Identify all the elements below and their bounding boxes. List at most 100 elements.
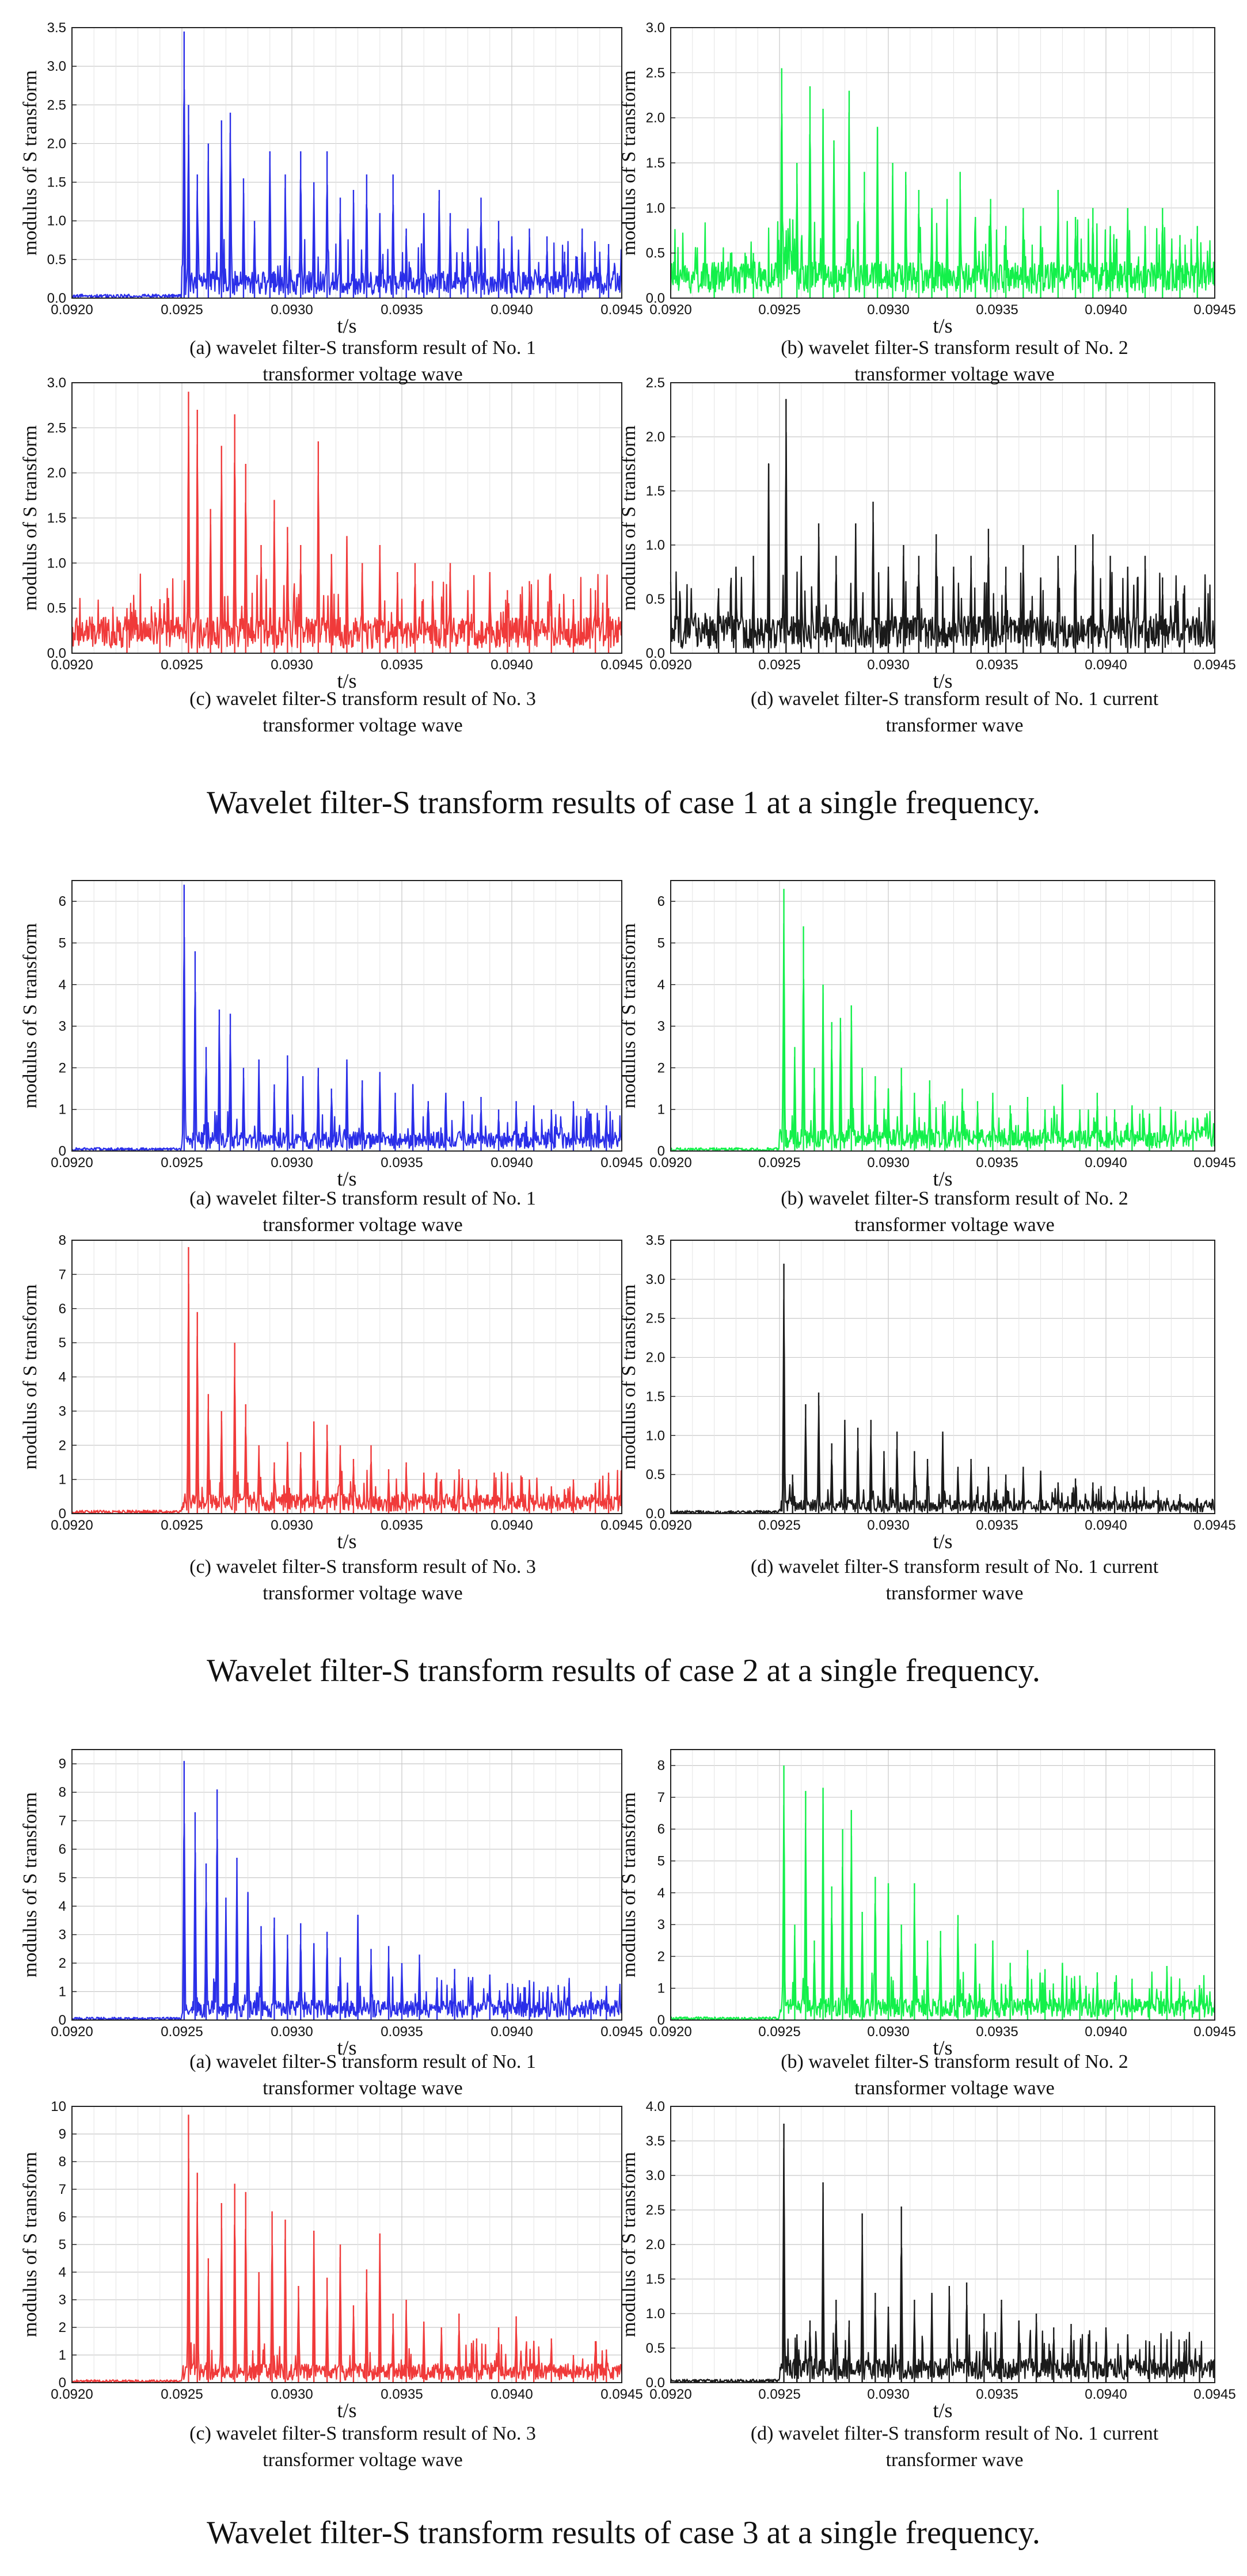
x-tick-label: 0.0940: [1085, 302, 1127, 318]
x-tick-label: 0.0945: [600, 657, 642, 673]
y-tick-label: 5: [59, 935, 66, 951]
y-tick-label: 2.0: [47, 136, 66, 151]
y-tick-label: 2.5: [47, 420, 66, 436]
x-tick-label: 0.0920: [649, 657, 691, 673]
x-tick-label: 0.0940: [491, 1155, 533, 1171]
caption-c3a: (a) wavelet filter-S transform result of…: [189, 2051, 536, 2099]
x-tick-label: 0.0940: [491, 2024, 533, 2040]
caption-c3d: (d) wavelet filter-S transform result of…: [750, 2423, 1159, 2471]
x-tick-label: 0.0920: [51, 2387, 93, 2402]
y-tick-label: 7: [59, 1267, 66, 1282]
chart-c3a: 0 1 2 3 4 5 6 7 8 9 0.0920 0.0925 0.0930 0.0935 0.0940…: [20, 1749, 643, 2059]
series-line-c1b: [670, 112, 1216, 294]
y-tick-label: 1.0: [47, 214, 66, 229]
y-tick-label: 2.0: [646, 2237, 665, 2253]
y-tick-label: 7: [59, 1813, 66, 1829]
caption-c2c: (c) wavelet filter-S transform result of…: [189, 1556, 536, 1604]
y-tick-label: 3.0: [47, 59, 66, 74]
series-line-c1a: [71, 89, 623, 299]
y-tick-label: 0.5: [646, 2341, 665, 2356]
x-tick-label: 0.0940: [1085, 2387, 1127, 2402]
y-tick-label: 6: [59, 2209, 66, 2225]
y-tick-label: 3: [657, 1917, 665, 1933]
y-axis-label: modulus of S transform: [20, 425, 41, 611]
y-tick-label: 4.0: [646, 2099, 665, 2114]
x-axis-label: t/s: [933, 314, 952, 337]
y-tick-label: 4: [59, 1899, 66, 1914]
chart-c2d: 0.0 0.5 1.0 1.5 2.0 2.5 3.0 3.5 0.0920 0.0925 0.09…: [618, 1233, 1236, 1553]
x-axis-label: t/s: [933, 1530, 952, 1553]
x-tick-label: 0.0920: [649, 2387, 691, 2402]
chart-c2b: 0 1 2 3 4 5 6 0.0920 0.0925 0.0930 0.0935 0.0940 0.0…: [618, 880, 1236, 1190]
x-axis-label: t/s: [337, 1167, 356, 1190]
x-tick-label: 0.0925: [161, 1518, 203, 1533]
x-axis-label: t/s: [337, 314, 356, 337]
x-tick-label: 0.0920: [51, 657, 93, 673]
x-tick-label: 0.0925: [758, 2024, 800, 2040]
y-tick-label: 0.0: [646, 2375, 665, 2391]
y-tick-label: 1.5: [646, 1389, 665, 1404]
y-tick-label: 3: [59, 1927, 66, 1943]
y-tick-label: 0.5: [646, 246, 665, 261]
chart-c3d: 0.0 0.5 1.0 1.5 2.0 2.5 3.0 3.5 4.0 0.0920 0.0925 0…: [618, 2099, 1236, 2422]
x-tick-label: 0.0935: [381, 2024, 423, 2040]
series-line-c3b: [670, 1803, 1216, 2021]
x-tick-label: 0.0935: [381, 1155, 423, 1171]
y-axis-label: modulus of S transform: [20, 2152, 41, 2337]
y-tick-label: 0.0: [646, 646, 665, 661]
y-tick-label: 8: [59, 2154, 66, 2170]
x-tick-label: 0.0920: [649, 1518, 691, 1533]
y-tick-label: 6: [657, 1822, 665, 1837]
y-tick-label: 3: [59, 2292, 66, 2308]
x-tick-label: 0.0930: [271, 1155, 313, 1171]
x-tick-label: 0.0925: [161, 657, 203, 673]
x-tick-label: 0.0925: [161, 302, 203, 318]
chart-c2c: 0 1 2 3 4 5 6 7 8 0.0920 0.0925 0.0930 0.0935 0.0940 0…: [20, 1233, 643, 1553]
series-line-c3d: [670, 2147, 1216, 2384]
x-axis-label: t/s: [933, 1167, 952, 1190]
y-tick-label: 3.0: [646, 2168, 665, 2183]
y-tick-label: 9: [59, 1756, 66, 1772]
y-tick-label: 3: [657, 1019, 665, 1034]
x-tick-label: 0.0935: [976, 302, 1018, 318]
y-tick-label: 1: [59, 1984, 66, 2000]
y-tick-label: 1.0: [646, 2306, 665, 2322]
y-tick-label: 2.5: [646, 2202, 665, 2218]
x-tick-label: 0.0945: [1193, 1155, 1235, 1171]
y-tick-label: 0.0: [47, 291, 66, 306]
y-tick-label: 0: [657, 2013, 665, 2028]
x-tick-label: 0.0935: [381, 657, 423, 673]
y-tick-label: 10: [51, 2099, 66, 2114]
x-tick-label: 0.0925: [758, 657, 800, 673]
x-tick-label: 0.0940: [1085, 1518, 1127, 1533]
y-tick-label: 2.0: [646, 429, 665, 445]
x-axis-label: t/s: [933, 669, 952, 692]
x-tick-label: 0.0935: [381, 2387, 423, 2402]
y-tick-label: 1: [59, 1472, 66, 1488]
y-tick-label: 3: [59, 1019, 66, 1034]
x-tick-label: 0.0935: [976, 2387, 1018, 2402]
x-axis-label: t/s: [337, 669, 356, 692]
y-tick-label: 4: [59, 2265, 66, 2280]
x-tick-label: 0.0945: [1193, 302, 1235, 318]
y-tick-label: 1.0: [646, 1428, 665, 1443]
case-caption-2: Wavelet filter-S transform results of ca…: [207, 1653, 1040, 1689]
chart-c1a: 0.0 0.5 1.0 1.5 2.0 2.5 3.0 3.5 0.0920 0.0925 0.09…: [20, 20, 643, 337]
series-line-c1d: [670, 432, 1216, 649]
y-tick-label: 0: [59, 2375, 66, 2391]
y-tick-label: 3.0: [47, 375, 66, 391]
x-tick-label: 0.0925: [758, 1155, 800, 1171]
x-tick-label: 0.0920: [51, 2024, 93, 2040]
y-tick-label: 5: [59, 1335, 66, 1351]
x-tick-label: 0.0930: [867, 657, 909, 673]
x-tick-label: 0.0930: [271, 1518, 313, 1533]
y-axis-label: modulus of S transform: [618, 1284, 640, 1469]
x-tick-label: 0.0935: [976, 657, 1018, 673]
caption-c3b: (b) wavelet filter-S transform result of…: [781, 2051, 1128, 2099]
y-tick-label: 2: [59, 1438, 66, 1453]
x-tick-label: 0.0925: [161, 2024, 203, 2040]
chart-c2a: 0 1 2 3 4 5 6 0.0920 0.0925 0.0930 0.0935 0.0940 0.0…: [20, 880, 643, 1190]
y-tick-label: 5: [59, 1870, 66, 1886]
